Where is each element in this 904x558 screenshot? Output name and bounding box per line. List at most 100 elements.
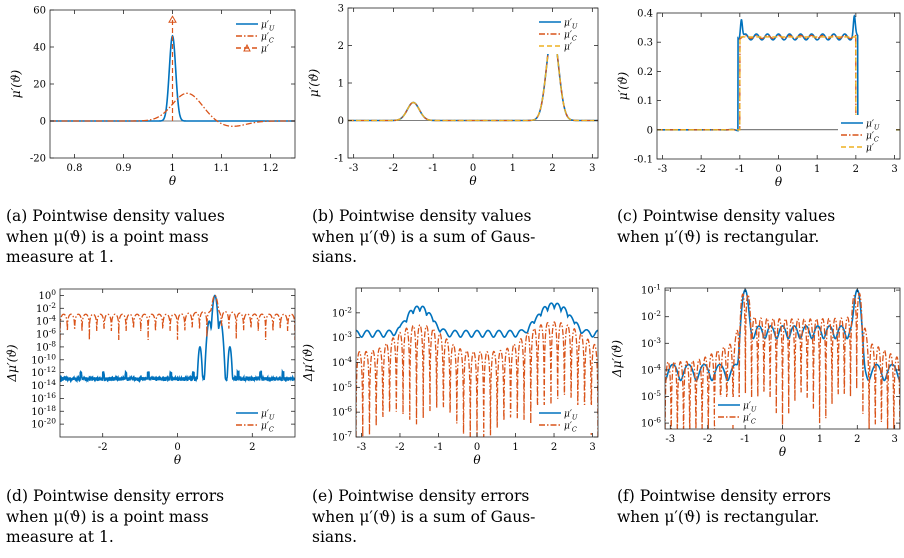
y-tick-label: 10-5 xyxy=(332,380,352,394)
y-tick-label: 10-2 xyxy=(641,309,661,323)
caption-line: sians. xyxy=(312,528,358,546)
x-axis-label: θ xyxy=(174,453,182,467)
legend-box xyxy=(838,115,896,155)
y-tick-exponent: -4 xyxy=(49,314,57,323)
legend-box xyxy=(536,405,594,433)
legend-box xyxy=(233,405,291,433)
legend-entry: μ′ xyxy=(866,144,874,154)
y-tick-exponent: -10 xyxy=(44,352,56,361)
y-tick-exponent: -20 xyxy=(44,417,56,426)
legend-subscript: C xyxy=(269,426,274,434)
y-tick-label: 40 xyxy=(33,43,46,54)
y-tick-label: 10-3 xyxy=(641,336,661,350)
y-tick-label: 0.2 xyxy=(637,67,653,78)
y-tick-label: 0.4 xyxy=(637,9,653,20)
x-tick-label: 1 xyxy=(817,434,823,445)
caption-d: (d) Pointwise density errors when μ(ϑ) i… xyxy=(6,486,224,548)
y-tick-label: 0.1 xyxy=(637,96,653,107)
x-tick-label: -1 xyxy=(740,434,750,445)
y-tick-label: -0.1 xyxy=(634,155,653,166)
x-tick-label: -3 xyxy=(658,164,668,175)
y-axis-label: μ′(ϑ) xyxy=(307,68,321,97)
y-tick-exponent: -2 xyxy=(345,305,353,314)
y-tick-exponent: -5 xyxy=(345,380,353,389)
y-axis-label: Δμ′(ϑ) xyxy=(610,340,624,378)
x-tick-label: -2 xyxy=(696,164,706,175)
series-group xyxy=(657,14,900,132)
y-tick-label: 10-5 xyxy=(641,389,661,403)
caption-line: (d) Pointwise density errors xyxy=(6,487,225,505)
legend-subscript: U xyxy=(874,124,880,132)
x-tick-label: -2 xyxy=(395,442,405,453)
x-tick-label: 3 xyxy=(892,434,898,445)
legend: μ′Uμ′C xyxy=(233,405,291,434)
x-tick-label: 0.9 xyxy=(116,163,132,174)
legend: μ′Uμ′Cμ′ xyxy=(233,16,291,56)
legend: μ′Uμ′C xyxy=(715,397,773,426)
x-axis-label: θ xyxy=(469,174,477,188)
x-axis-label: θ xyxy=(169,174,177,188)
x-axis-label: θ xyxy=(775,175,783,189)
legend-box xyxy=(715,397,773,425)
x-tick-label: 0 xyxy=(775,164,781,175)
y-tick-exponent: -2 xyxy=(49,301,57,310)
x-tick-label: 1.2 xyxy=(263,163,279,174)
series-line-0 xyxy=(356,302,598,338)
y-tick-label: 10-2 xyxy=(332,305,352,319)
y-tick-exponent: -12 xyxy=(44,365,56,374)
y-tick-label: -20 xyxy=(30,154,46,165)
caption-line: (e) Pointwise density errors xyxy=(312,487,530,505)
y-tick-exponent: -18 xyxy=(44,404,56,413)
series-group xyxy=(356,302,598,437)
x-tick-label: 2 xyxy=(853,164,859,175)
caption-c: (c) Pointwise density values when μ′(ϑ) … xyxy=(617,206,835,247)
y-tick-exponent: -16 xyxy=(44,391,56,400)
legend-box xyxy=(536,14,594,54)
x-tick-label: 1.1 xyxy=(214,163,230,174)
x-tick-label: 0 xyxy=(779,434,785,445)
chart-d: -2 0 210010-210-410-610-810-1010-1210-1410… xyxy=(5,288,296,467)
y-axis-label: μ′(ϑ) xyxy=(616,71,630,100)
x-tick-label: 0.8 xyxy=(67,163,83,174)
y-tick-label: -1 xyxy=(334,154,344,165)
y-tick-exponent: -3 xyxy=(654,336,662,345)
x-tick-label: -2 xyxy=(389,163,399,174)
x-axis-label: θ xyxy=(473,453,481,467)
legend: μ′Uμ′C xyxy=(536,405,594,434)
x-tick-label: -3 xyxy=(349,163,359,174)
y-tick-label: 60 xyxy=(33,6,46,17)
y-tick-exponent: -2 xyxy=(654,309,662,318)
series-group xyxy=(60,294,295,384)
x-tick-label: -1 xyxy=(735,164,745,175)
caption-line: when μ(ϑ) is a point mass xyxy=(6,507,209,526)
legend-subscript: U xyxy=(269,414,275,422)
legend-box xyxy=(233,16,291,56)
y-tick-label: 10-6 xyxy=(332,405,352,419)
x-tick-label: -3 xyxy=(665,434,675,445)
x-tick-label: 0 xyxy=(470,163,476,174)
caption-line: (f) Pointwise density errors xyxy=(617,487,831,505)
legend-subscript: C xyxy=(572,35,577,43)
y-tick-label: 20 xyxy=(33,80,46,91)
x-tick-label: 1 xyxy=(169,163,175,174)
x-tick-label: 2 xyxy=(551,442,557,453)
caption-line: when μ′(ϑ) is a sum of Gaus- xyxy=(312,227,536,246)
x-tick-label: 2 xyxy=(249,442,255,453)
x-tick-label: -2 xyxy=(98,442,108,453)
y-tick-label: 10-4 xyxy=(332,355,352,369)
x-tick-label: -1 xyxy=(428,163,438,174)
caption-line: (c) Pointwise density values xyxy=(617,207,836,225)
x-tick-label: -2 xyxy=(703,434,713,445)
x-tick-label: -3 xyxy=(357,442,367,453)
y-tick-exponent: -6 xyxy=(49,327,57,336)
y-tick-label: 10-20 xyxy=(31,417,56,431)
y-tick-label: 0 xyxy=(647,125,653,136)
caption-e: (e) Pointwise density errors when μ′(ϑ) … xyxy=(312,486,535,548)
y-tick-label: 2 xyxy=(338,41,344,52)
x-tick-label: 0 xyxy=(474,442,480,453)
caption-f: (f) Pointwise density errors when μ′(ϑ) … xyxy=(617,486,831,527)
caption-line: (a) Pointwise density values xyxy=(6,207,225,225)
chart-f: -3 -2 -1 0 1 2 3 10-1 10-2 10-3 10-4 10-5 10-6 θ Δμ′(ϑ… xyxy=(610,283,901,459)
y-tick-label: 10-4 xyxy=(641,362,661,376)
legend-subscript: U xyxy=(269,25,275,33)
